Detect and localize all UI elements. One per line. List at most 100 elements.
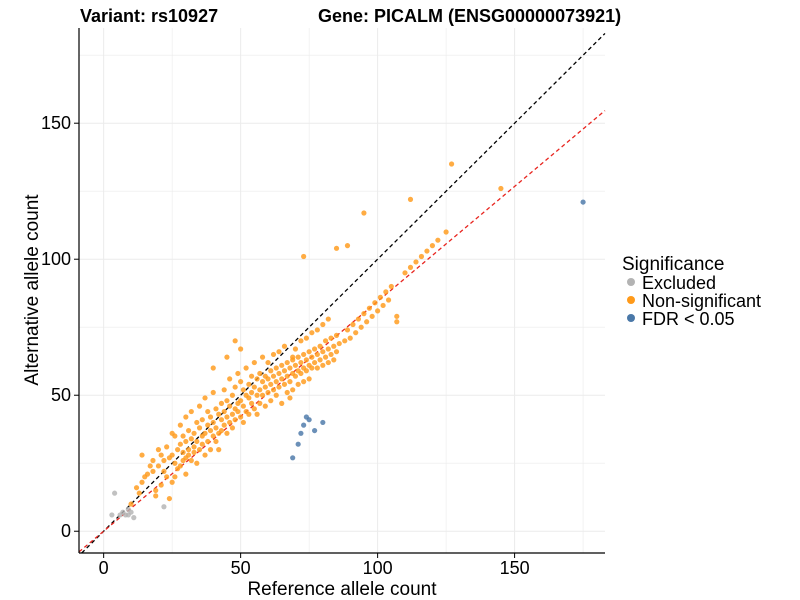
data-point-nonsignificant	[347, 335, 353, 341]
data-point-nonsignificant	[270, 387, 277, 393]
data-point-excluded	[112, 490, 118, 496]
data-point-nonsignificant	[355, 316, 362, 322]
legend-title: Significance	[622, 254, 724, 275]
data-point-nonsignificant	[320, 321, 326, 328]
data-point-nonsignificant	[202, 452, 208, 458]
data-point-nonsignificant	[207, 414, 214, 420]
x-tick-label: 50	[231, 558, 251, 578]
data-point-nonsignificant	[196, 403, 203, 409]
y-tick-label: 50	[51, 385, 71, 405]
data-point-nonsignificant	[322, 354, 329, 360]
data-point-nonsignificant	[221, 387, 227, 393]
data-point-nonsignificant	[199, 417, 205, 423]
legend-key-significant	[627, 314, 635, 322]
data-point-nonsignificant	[139, 479, 145, 485]
data-point-nonsignificant	[344, 327, 351, 333]
data-point-nonsignificant	[147, 463, 153, 469]
data-point-nonsignificant	[158, 452, 164, 458]
data-point-nonsignificant	[435, 237, 441, 243]
data-point-nonsignificant	[259, 379, 266, 385]
legend-label: Non-significant	[642, 291, 761, 311]
data-point-significant	[312, 427, 318, 434]
data-point-nonsignificant	[213, 438, 219, 445]
data-point-nonsignificant	[207, 427, 214, 434]
legend-key-excluded	[627, 278, 635, 286]
data-point-nonsignificant	[279, 400, 285, 406]
data-point-nonsignificant	[133, 485, 140, 491]
data-point-nonsignificant	[166, 495, 173, 502]
data-point-nonsignificant	[150, 457, 156, 464]
chart-title-variant: Variant: rs10927	[80, 6, 218, 26]
data-point-nonsignificant	[240, 419, 246, 426]
data-point-nonsignificant	[301, 379, 307, 385]
data-point-nonsignificant	[185, 452, 192, 458]
data-point-nonsignificant	[188, 408, 194, 415]
data-point-nonsignificant	[180, 433, 186, 439]
data-point-nonsignificant	[172, 433, 178, 439]
data-point-nonsignificant	[246, 411, 252, 417]
data-point-nonsignificant	[196, 425, 203, 431]
data-point-significant	[298, 430, 304, 436]
data-point-nonsignificant	[292, 362, 299, 368]
data-point-nonsignificant	[287, 365, 293, 371]
data-point-nonsignificant	[320, 362, 326, 368]
data-point-nonsignificant	[199, 441, 205, 447]
data-point-nonsignificant	[246, 395, 252, 401]
data-point-nonsignificant	[265, 376, 271, 382]
data-point-significant	[320, 419, 326, 426]
data-point-nonsignificant	[314, 365, 320, 371]
chart-title-gene: Gene: PICALM (ENSG00000073921)	[318, 6, 621, 26]
data-point-nonsignificant	[216, 411, 222, 417]
data-point-nonsignificant	[238, 414, 244, 420]
data-point-nonsignificant	[262, 384, 268, 390]
data-point-nonsignificant	[361, 311, 367, 317]
data-point-nonsignificant	[254, 376, 260, 382]
data-point-nonsignificant	[205, 438, 211, 445]
x-tick-label: 0	[99, 558, 109, 578]
legend-key-nonsignificant	[627, 296, 635, 304]
data-point-nonsignificant	[314, 351, 320, 358]
data-point-nonsignificant	[235, 370, 241, 377]
data-point-nonsignificant	[377, 294, 383, 300]
data-point-nonsignificant	[325, 316, 331, 322]
data-point-nonsignificant	[177, 463, 183, 469]
data-point-nonsignificant	[281, 381, 288, 387]
data-point-nonsignificant	[279, 362, 285, 368]
data-point-nonsignificant	[372, 300, 378, 306]
data-point-significant	[580, 199, 586, 205]
data-point-significant	[306, 417, 312, 423]
data-point-nonsignificant	[194, 460, 200, 466]
data-point-nonsignificant	[309, 330, 315, 336]
data-point-nonsignificant	[144, 471, 151, 477]
data-point-nonsignificant	[394, 313, 400, 319]
data-point-nonsignificant	[161, 468, 167, 474]
data-point-nonsignificant	[183, 414, 189, 420]
data-point-nonsignificant	[257, 400, 263, 406]
data-point-nonsignificant	[136, 490, 142, 496]
data-point-nonsignificant	[229, 392, 236, 398]
data-point-nonsignificant	[303, 335, 309, 341]
data-point-nonsignificant	[191, 430, 197, 436]
data-point-nonsignificant	[303, 357, 309, 363]
data-point-nonsignificant	[257, 387, 263, 393]
data-point-nonsignificant	[295, 381, 301, 387]
data-point-nonsignificant	[268, 381, 274, 387]
plot-panel: 0 50 100 150 0 50 100 150	[41, 28, 606, 578]
data-point-nonsignificant	[153, 493, 159, 499]
data-point-nonsignificant	[155, 463, 162, 469]
data-point-nonsignificant	[336, 340, 342, 347]
data-point-nonsignificant	[301, 351, 307, 358]
data-point-nonsignificant	[342, 338, 348, 344]
data-point-nonsignificant	[248, 389, 255, 396]
data-point-nonsignificant	[268, 398, 274, 404]
data-point-nonsignificant	[284, 373, 290, 379]
data-point-nonsignificant	[273, 365, 279, 371]
data-point-nonsignificant	[312, 359, 318, 366]
data-point-significant	[301, 422, 307, 428]
data-point-nonsignificant	[175, 447, 181, 453]
data-point-excluded	[131, 515, 137, 521]
data-point-nonsignificant	[224, 414, 230, 420]
data-point-nonsignificant	[235, 408, 241, 415]
data-point-nonsignificant	[407, 264, 414, 270]
